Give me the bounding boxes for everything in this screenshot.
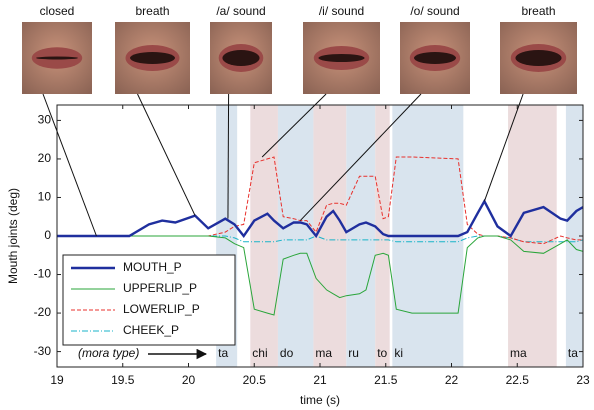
mora-band: [565, 105, 583, 367]
mora-label: ta: [568, 346, 578, 360]
mouth-opening: [318, 54, 365, 62]
legend-label: LOWERLIP_P: [123, 302, 200, 316]
legend: MOUTH_P UPPERLIP_P LOWERLIP_P CHEEK_P: [62, 254, 236, 346]
annotation-line: [42, 93, 97, 237]
mora-band: [313, 105, 347, 367]
legend-label: CHEEK_P: [123, 323, 179, 337]
y-tick-label: -20: [34, 305, 52, 319]
y-tick-label: 30: [38, 113, 52, 127]
mora-caption: (mora type): [78, 346, 139, 360]
x-tick-label: 21: [313, 373, 327, 387]
photos: closed breath/a/ sound/i/ sound/o/ sound b…: [22, 4, 577, 237]
mora-label: ru: [348, 346, 359, 360]
mouth-opening: [414, 52, 456, 64]
x-tick-label: 22.5: [506, 373, 530, 387]
x-tick-label: 20: [182, 373, 196, 387]
annotation-line: [227, 93, 230, 219]
series-line: [57, 156, 583, 245]
legend-label: UPPERLIP_P: [123, 281, 197, 295]
x-axis-label: time (s): [300, 393, 340, 407]
annotation-line: [483, 93, 524, 202]
y-tick-label: -30: [34, 344, 52, 358]
y-tick-label: 20: [38, 151, 52, 165]
photo-label: /i/ sound: [319, 4, 364, 18]
y-tick-label: 10: [38, 190, 52, 204]
mora-band: [250, 105, 278, 367]
mora-band: [346, 105, 376, 367]
photo-label: breath: [135, 4, 169, 18]
series-line: [57, 235, 584, 316]
plot-frame: [56, 104, 584, 368]
axes: 19 19.5 20 20.5 21 21.5 22 22.5 23 -30 -20 -10 0 10 20…: [34, 105, 590, 387]
mora-label: ki: [394, 346, 403, 360]
legend-box: [62, 254, 236, 346]
mouth-opening: [130, 52, 175, 64]
mouth-opening: [515, 50, 562, 66]
mora-label: ta: [218, 346, 228, 360]
photo-label: /o/ sound: [410, 4, 459, 18]
mora-label: to: [377, 346, 387, 360]
x-tick-label: 23: [576, 373, 590, 387]
x-tick-label: 19.5: [111, 373, 135, 387]
x-tick-label: 19: [50, 373, 64, 387]
mora-label: ma: [315, 346, 332, 360]
x-tick-label: 20.5: [243, 373, 267, 387]
series-line: [57, 198, 584, 239]
y-tick-label: 0: [44, 228, 51, 242]
annotation-line: [261, 93, 327, 158]
legend-label: MOUTH_P: [123, 260, 182, 274]
series-lines: [57, 156, 584, 316]
y-axis-label: Mouth joints (deg): [6, 188, 20, 284]
photo-label: closed: [40, 4, 75, 18]
photo-label: /a/ sound: [216, 4, 265, 18]
mora-band: [508, 105, 557, 367]
x-tick-label: 22: [445, 373, 459, 387]
series-line: [57, 235, 584, 243]
mouth-opening: [36, 56, 78, 60]
x-tick-label: 21.5: [374, 373, 398, 387]
annotation-line: [137, 93, 196, 216]
mora-label: do: [280, 346, 294, 360]
mora-band: [375, 105, 390, 367]
mora-band: [277, 105, 314, 367]
y-tick-label: -10: [34, 267, 52, 281]
annotation-line: [299, 93, 422, 221]
mora-label: ma: [510, 346, 527, 360]
mouth-opening: [222, 50, 260, 66]
mora-label: chi: [252, 346, 267, 360]
photo-label: breath: [521, 4, 555, 18]
